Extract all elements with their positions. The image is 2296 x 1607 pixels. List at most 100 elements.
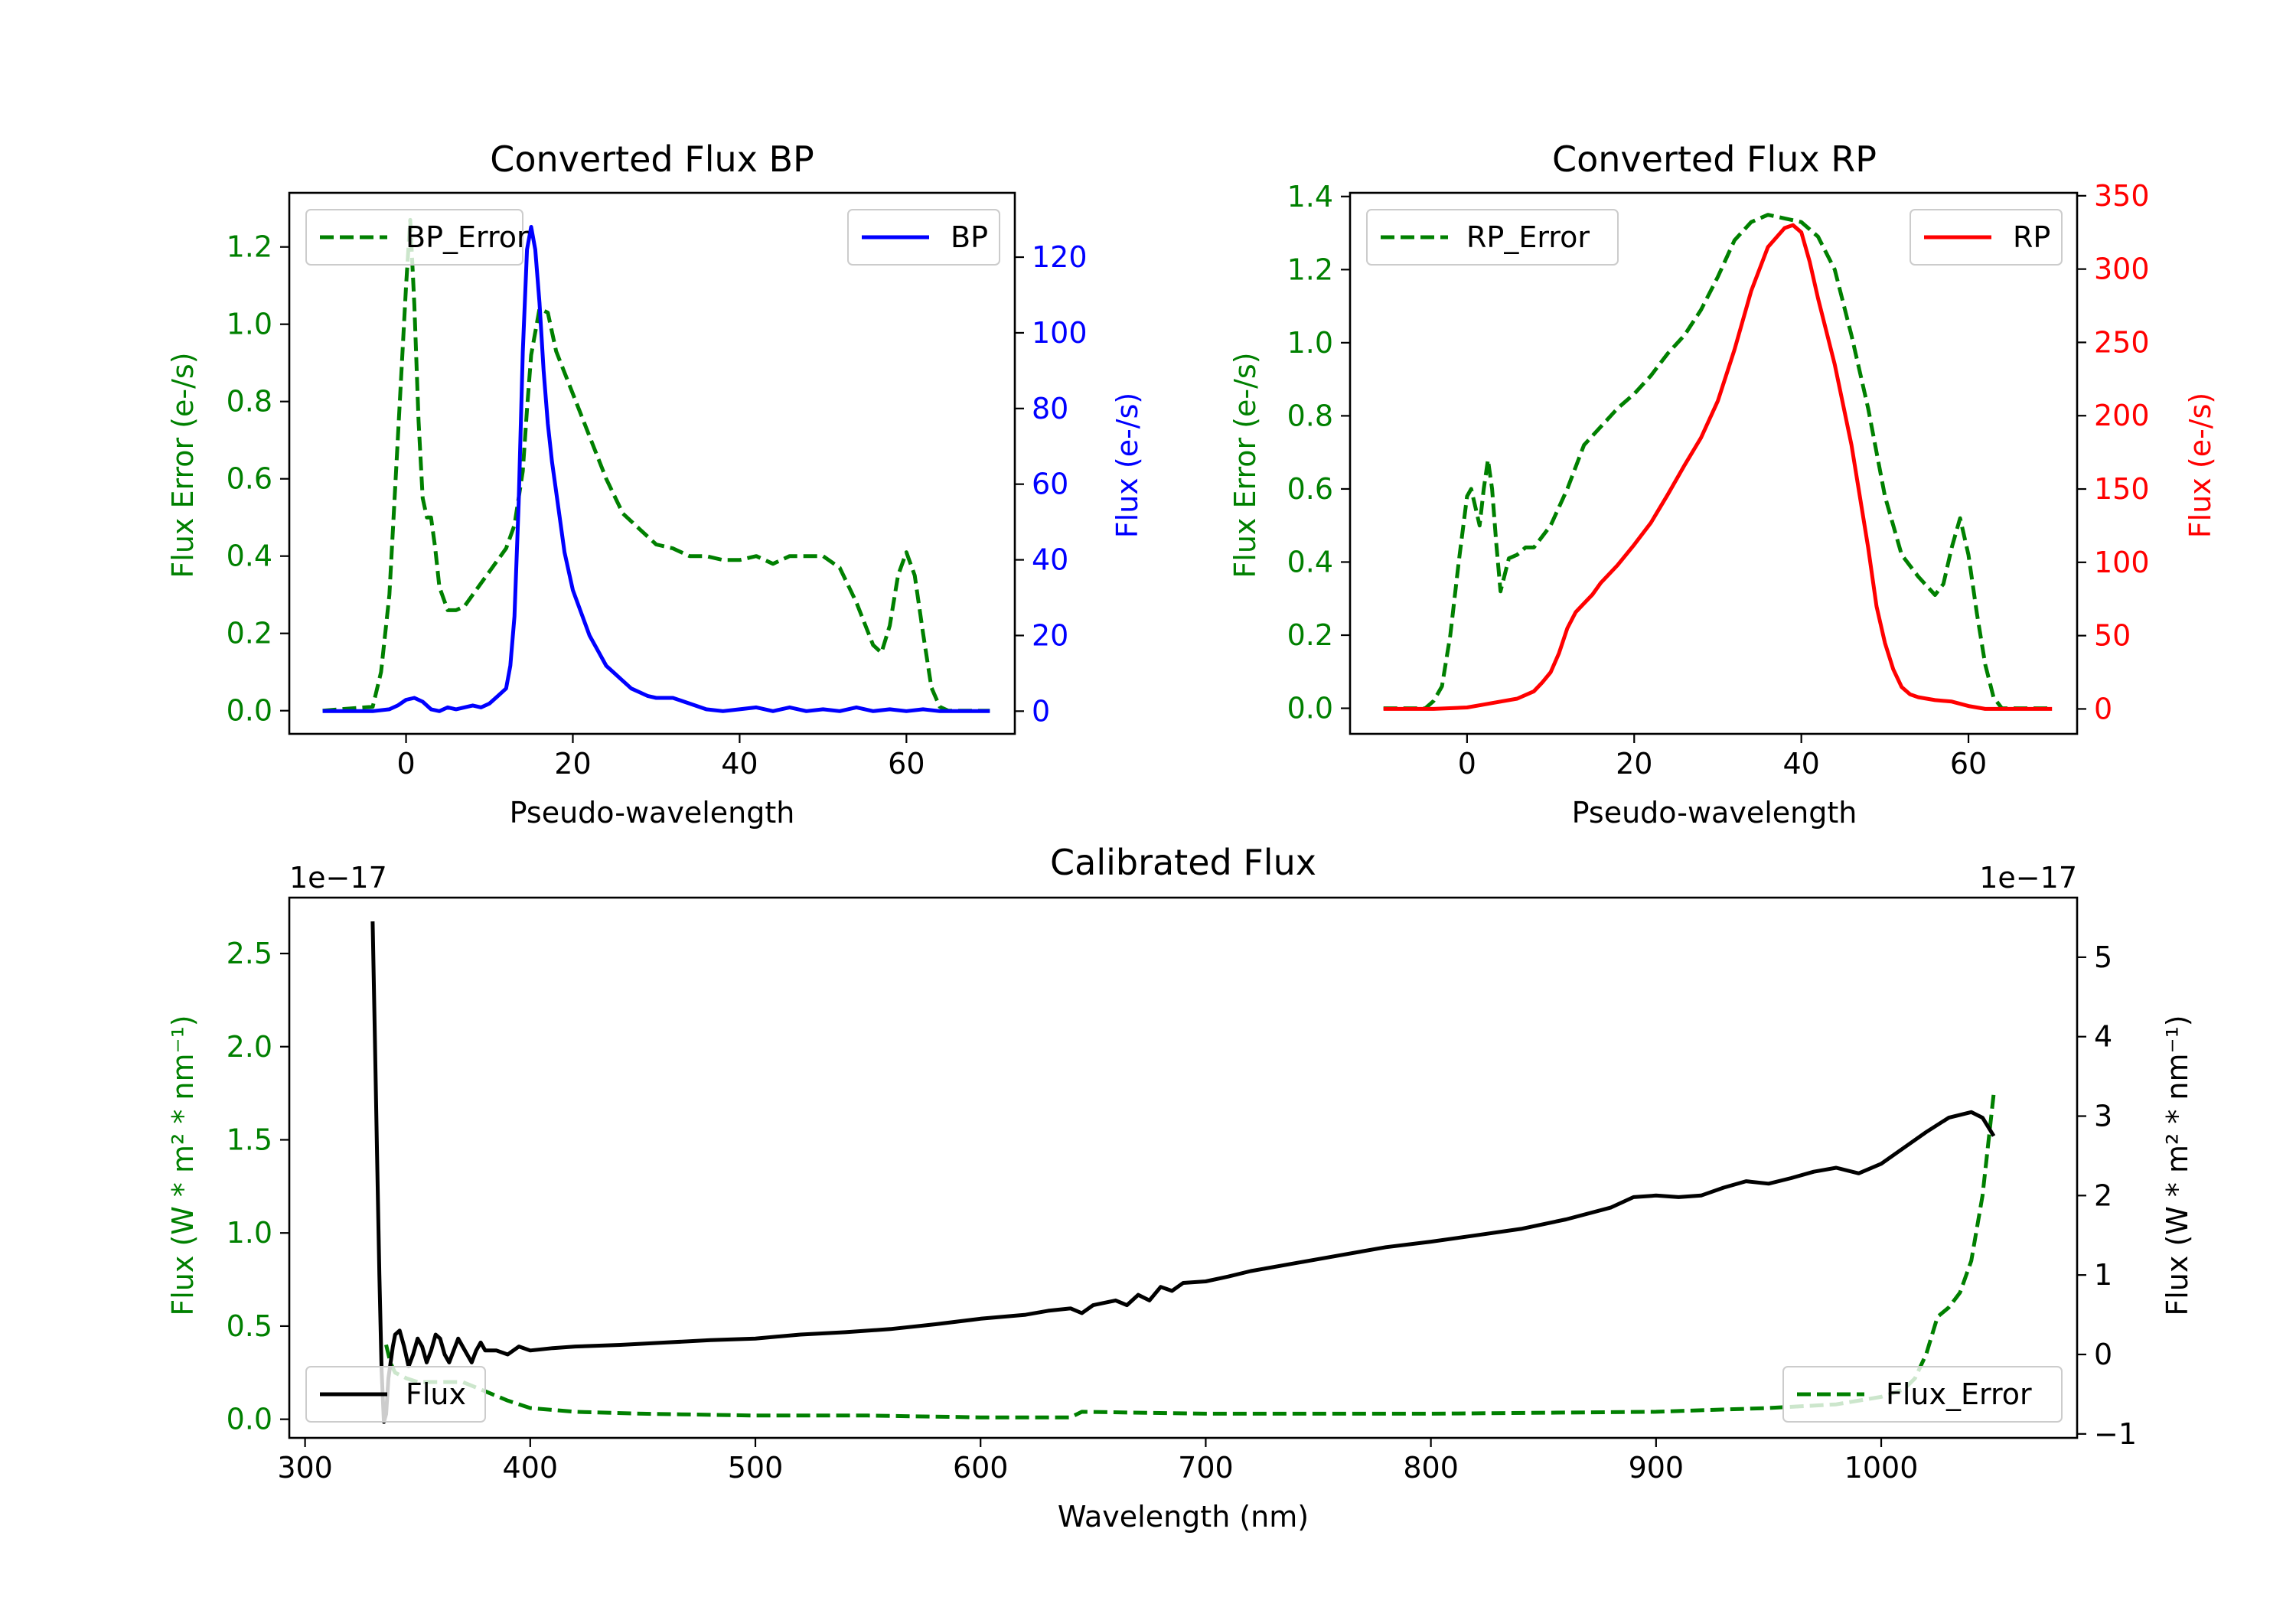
bp-ytick-left-label: 0.2 bbox=[227, 617, 272, 650]
bp-legend-left: BP_Error bbox=[305, 209, 529, 266]
calibrated-chart: Calibrated Flux 1e−17 1e−17 Wavelength (… bbox=[166, 842, 2194, 1534]
rp-ylabel-right: Flux (e-/s) bbox=[2183, 393, 2217, 538]
rp-ytick-left-label: 1.2 bbox=[1287, 253, 1333, 286]
cal-xtick-label: 600 bbox=[953, 1451, 1009, 1485]
cal-ylabel-right: Flux (W * m² * nm⁻¹) bbox=[2161, 1015, 2194, 1315]
cal-legend-right: Flux_Error bbox=[1782, 1366, 2063, 1423]
bp-ytick-right-label: 40 bbox=[1032, 543, 1068, 577]
bp-xlabel: Pseudo-wavelength bbox=[510, 796, 795, 830]
cal-ytick-right-label: −1 bbox=[2094, 1417, 2137, 1451]
bp-ytick-right-label: 100 bbox=[1032, 316, 1088, 350]
cal-ytick-left-label: 2.0 bbox=[227, 1030, 272, 1064]
rp-xtick-label: 40 bbox=[1782, 747, 1819, 781]
rp-legend-right: RP bbox=[1910, 209, 2063, 266]
bp-ytick-right-label: 80 bbox=[1032, 392, 1068, 425]
rp-ytick-left-label: 0.0 bbox=[1287, 692, 1333, 725]
rp-xtick-label: 20 bbox=[1616, 747, 1652, 781]
bp-xtick-label: 60 bbox=[888, 747, 925, 781]
rp-ytick-right-label: 200 bbox=[2094, 399, 2150, 432]
bp-legend-left-box bbox=[305, 209, 523, 266]
bp-xtick-label: 0 bbox=[396, 747, 415, 781]
bp-title: Converted Flux BP bbox=[490, 139, 814, 180]
cal-ytick-left-label: 1.5 bbox=[227, 1123, 272, 1156]
bp-ytick-left-label: 0.8 bbox=[227, 385, 272, 419]
cal-xtick-label: 500 bbox=[728, 1451, 784, 1485]
rp-ytick-left-label: 0.4 bbox=[1287, 545, 1333, 579]
bp-xtick-label: 40 bbox=[721, 747, 758, 781]
rp-ticks: 0 20 40 60 0.0 0.2 0.4 0.6 0.8 1.0 1.2 1.4 0 50 100 150… bbox=[1287, 179, 2150, 781]
cal-title: Calibrated Flux bbox=[1050, 842, 1316, 883]
cal-frame bbox=[288, 896, 2079, 1439]
bp-series-bp-error bbox=[322, 217, 990, 713]
cal-legend-right-box bbox=[1782, 1366, 2063, 1423]
cal-ytick-right-label: 5 bbox=[2094, 940, 2112, 974]
cal-xtick-label: 300 bbox=[277, 1451, 333, 1485]
bp-ticks: 0 20 40 60 0.0 0.2 0.4 0.6 0.8 1.0 1.2 0 20 40 60 80 100… bbox=[227, 230, 1088, 781]
bp-chart: Converted Flux BP Pseudo-wavelength Flux… bbox=[166, 139, 1144, 830]
rp-ytick-right-label: 350 bbox=[2094, 179, 2150, 213]
rp-ytick-right-label: 0 bbox=[2094, 692, 2112, 725]
bp-xtick-label: 20 bbox=[554, 747, 591, 781]
cal-ytick-right-label: 1 bbox=[2094, 1258, 2112, 1292]
cal-legend-right-label: Flux_Error bbox=[1886, 1377, 2032, 1411]
cal-xtick-label: 400 bbox=[503, 1451, 559, 1485]
cal-legend-left-box bbox=[305, 1366, 486, 1423]
bp-legend-left-label: BP_Error bbox=[406, 220, 529, 254]
cal-ytick-right-label: 0 bbox=[2094, 1338, 2112, 1371]
rp-ytick-left-label: 1.0 bbox=[1287, 326, 1333, 360]
rp-ytick-right-label: 300 bbox=[2094, 253, 2150, 286]
rp-legend-right-label: RP bbox=[2013, 220, 2050, 254]
bp-ytick-left-label: 0.4 bbox=[227, 539, 272, 573]
bp-ytick-right-label: 0 bbox=[1032, 694, 1050, 728]
cal-xtick-label: 800 bbox=[1403, 1451, 1459, 1485]
bp-ytick-left-label: 1.0 bbox=[227, 308, 272, 341]
bp-ytick-right-label: 60 bbox=[1032, 468, 1068, 501]
cal-legend-left-label: Flux bbox=[406, 1377, 466, 1411]
bp-legend-right: BP bbox=[847, 209, 1000, 266]
cal-ytick-left-label: 2.5 bbox=[227, 937, 272, 970]
cal-ticks: 300 400 500 600 700 800 900 1000 0.0 0.5 1.0 1.5 2.0… bbox=[227, 937, 2137, 1485]
cal-ytick-left-label: 0.5 bbox=[227, 1309, 272, 1343]
rp-legend-left-label: RP_Error bbox=[1466, 220, 1590, 254]
rp-xlabel: Pseudo-wavelength bbox=[1572, 796, 1857, 830]
bp-ytick-right-label: 20 bbox=[1032, 618, 1068, 652]
rp-xtick-label: 60 bbox=[1950, 747, 1987, 781]
rp-ylabel-left: Flux Error (e-/s) bbox=[1228, 352, 1262, 578]
bp-series-bp bbox=[322, 225, 990, 713]
rp-legend-left-box bbox=[1366, 209, 1619, 266]
cal-offset-left: 1e−17 bbox=[289, 861, 387, 895]
rp-legend-left: RP_Error bbox=[1366, 209, 1619, 266]
rp-ytick-left-label: 0.2 bbox=[1287, 618, 1333, 652]
bp-ylabel-left: Flux Error (e-/s) bbox=[166, 352, 200, 578]
cal-ytick-right-label: 2 bbox=[2094, 1178, 2112, 1212]
rp-ytick-left-label: 0.6 bbox=[1287, 472, 1333, 506]
cal-xtick-label: 1000 bbox=[1844, 1451, 1919, 1485]
cal-xtick-label: 700 bbox=[1178, 1451, 1234, 1485]
bp-ylabel-right: Flux (e-/s) bbox=[1110, 393, 1144, 538]
bp-ytick-right-label: 120 bbox=[1032, 240, 1088, 274]
bp-ytick-left-label: 0.6 bbox=[227, 462, 272, 496]
rp-xtick-label: 0 bbox=[1458, 747, 1476, 781]
cal-ytick-right-label: 4 bbox=[2094, 1020, 2112, 1054]
cal-legend-left: Flux bbox=[305, 1366, 486, 1423]
cal-series-flux bbox=[370, 921, 1996, 1424]
cal-xtick-label: 900 bbox=[1629, 1451, 1684, 1485]
rp-frame bbox=[1349, 191, 2079, 735]
bp-ytick-left-label: 1.2 bbox=[227, 230, 272, 264]
rp-ytick-left-label: 1.4 bbox=[1287, 180, 1333, 214]
rp-ytick-left-label: 0.8 bbox=[1287, 399, 1333, 432]
rp-series-rp bbox=[1383, 223, 2053, 711]
cal-xlabel: Wavelength (nm) bbox=[1058, 1500, 1309, 1534]
rp-ytick-right-label: 50 bbox=[2094, 619, 2131, 653]
bp-frame bbox=[288, 191, 1016, 735]
cal-ytick-right-label: 3 bbox=[2094, 1100, 2112, 1133]
rp-title: Converted Flux RP bbox=[1552, 139, 1877, 180]
cal-ytick-left-label: 0.0 bbox=[227, 1403, 272, 1436]
rp-plot-area bbox=[1383, 213, 2053, 711]
bp-legend-right-label: BP bbox=[951, 220, 988, 254]
rp-ytick-right-label: 100 bbox=[2094, 546, 2150, 579]
cal-ytick-left-label: 1.0 bbox=[227, 1216, 272, 1250]
bp-ytick-left-label: 0.0 bbox=[227, 694, 272, 728]
rp-ytick-right-label: 150 bbox=[2094, 472, 2150, 506]
